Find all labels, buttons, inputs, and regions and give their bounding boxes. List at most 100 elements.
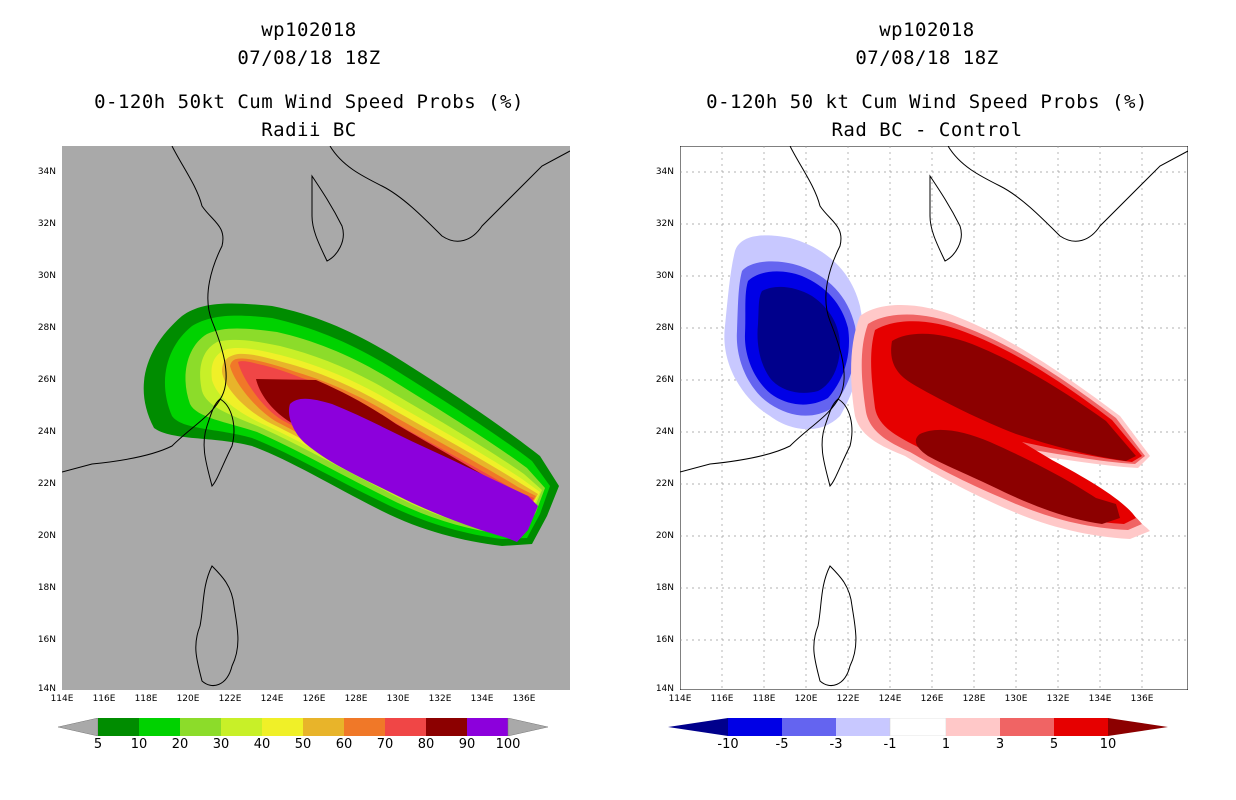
right-title-product: 0-120h 50 kt Cum Wind Speed Probs (%) <box>706 91 1148 113</box>
colorbar-label: 80 <box>417 737 435 752</box>
lon-tick-label: 126E <box>920 694 944 704</box>
colorbar-label: 70 <box>376 737 394 752</box>
lon-tick-label: 116E <box>710 694 734 704</box>
lon-tick-label: 114E <box>50 694 74 704</box>
colorbar-swatch <box>1054 718 1108 736</box>
lon-tick-label: 128E <box>962 694 986 704</box>
lat-tick-label: 26N <box>655 375 674 385</box>
lat-tick-label: 30N <box>655 271 674 281</box>
right-colorbar <box>668 718 1168 736</box>
left-title-subtitle: Radii BC <box>261 119 357 141</box>
colorbar-label: 5 <box>93 737 103 752</box>
left-coastlines <box>62 146 570 686</box>
lon-tick-label: 118E <box>134 694 158 704</box>
lat-tick-label: 22N <box>37 479 56 489</box>
colorbar-swatch <box>467 718 508 736</box>
diff-band-pos10-north <box>891 333 1136 461</box>
lat-tick-label: 28N <box>37 323 56 333</box>
colorbar-label: 60 <box>335 737 353 752</box>
lon-tick-label: 126E <box>302 694 326 704</box>
colorbar-label: 90 <box>458 737 476 752</box>
colorbar-label: 100 <box>495 737 521 752</box>
right-title-subtitle: Rad BC - Control <box>831 119 1023 141</box>
colorbar-swatch <box>728 718 782 736</box>
colorbar-label: 10 <box>1099 737 1117 752</box>
lat-tick-label: 16N <box>37 635 56 645</box>
right-coastlines <box>680 146 1188 686</box>
right-title-datetime: 07/08/18 18Z <box>855 47 999 69</box>
lat-tick-label: 24N <box>37 427 56 437</box>
lat-tick-label: 16N <box>655 635 674 645</box>
lon-tick-label: 132E <box>1046 694 1070 704</box>
colorbar-over-arrow <box>1108 718 1168 736</box>
colorbar-swatch <box>889 718 947 736</box>
colorbar-swatch <box>946 718 1000 736</box>
lat-tick-label: 14N <box>37 684 56 694</box>
lon-tick-label: 124E <box>878 694 902 704</box>
colorbar-label: 1 <box>941 737 951 752</box>
left-panel: wp102018 07/08/18 18Z 0-120h 50kt Cum Wi… <box>38 19 570 752</box>
colorbar-label: -10 <box>717 737 739 752</box>
colorbar-label: -1 <box>883 737 897 752</box>
left-title-datetime: 07/08/18 18Z <box>237 47 381 69</box>
colorbar-label: 10 <box>130 737 148 752</box>
lon-tick-label: 116E <box>92 694 116 704</box>
lon-tick-label: 122E <box>836 694 860 704</box>
lat-tick-label: 20N <box>37 531 56 541</box>
diff-band-pos10-south <box>915 429 1120 524</box>
right-map: 34N 32N 30N 28N 26N 24N 22N 20N 18N 16N … <box>656 146 1188 704</box>
lon-tick-label: 134E <box>1088 694 1112 704</box>
lat-tick-label: 22N <box>655 479 674 489</box>
colorbar-swatch <box>221 718 262 736</box>
lon-tick-label: 134E <box>470 694 494 704</box>
lat-tick-label: 32N <box>37 219 56 229</box>
lat-tick-label: 20N <box>655 531 674 541</box>
colorbar-label: 3 <box>995 737 1005 752</box>
lon-tick-label: 122E <box>218 694 242 704</box>
colorbar-swatch <box>782 718 836 736</box>
colorbar-label: -5 <box>775 737 789 752</box>
colorbar-label: 40 <box>253 737 271 752</box>
lon-tick-label: 120E <box>794 694 818 704</box>
colorbar-swatch <box>1000 718 1054 736</box>
colorbar-label: -3 <box>829 737 843 752</box>
lon-tick-label: 136E <box>512 694 536 704</box>
lon-tick-label: 136E <box>1130 694 1154 704</box>
colorbar-swatch <box>262 718 303 736</box>
colorbar-over-arrow <box>507 718 549 736</box>
lat-tick-label: 24N <box>655 427 674 437</box>
colorbar-swatch <box>98 718 139 736</box>
colorbar-label: 30 <box>212 737 230 752</box>
colorbar-swatch <box>344 718 385 736</box>
lon-tick-label: 130E <box>386 694 410 704</box>
lat-tick-label: 32N <box>655 219 674 229</box>
left-map: 34N 32N 30N 28N 26N 24N 22N 20N 18N 16N … <box>38 146 570 704</box>
lon-tick-label: 132E <box>428 694 452 704</box>
lon-tick-label: 128E <box>344 694 368 704</box>
right-panel: wp102018 07/08/18 18Z 0-120h 50 kt Cum W… <box>618 0 1236 800</box>
lon-tick-label: 130E <box>1004 694 1028 704</box>
left-title-storm-id: wp102018 <box>261 19 357 41</box>
lon-tick-label: 114E <box>668 694 692 704</box>
prob-band-90 <box>288 398 538 542</box>
colorbar-label: 20 <box>171 737 189 752</box>
colorbar-swatch <box>426 718 467 736</box>
lat-tick-label: 30N <box>37 271 56 281</box>
right-map-svg <box>680 146 1188 690</box>
lon-tick-label: 124E <box>260 694 284 704</box>
colorbar-swatch <box>139 718 180 736</box>
colorbar-swatch <box>180 718 221 736</box>
left-map-svg <box>62 146 570 690</box>
lat-tick-label: 26N <box>37 375 56 385</box>
colorbar-swatch <box>303 718 344 736</box>
lat-tick-label: 18N <box>37 583 56 593</box>
lat-tick-label: 18N <box>655 583 674 593</box>
lat-tick-label: 34N <box>37 167 56 177</box>
colorbar-swatch <box>836 718 890 736</box>
colorbar-under-arrow <box>58 718 99 736</box>
left-title-product: 0-120h 50kt Cum Wind Speed Probs (%) <box>94 91 524 113</box>
colorbar-under-arrow <box>668 718 728 736</box>
lat-tick-label: 14N <box>655 684 674 694</box>
lat-tick-label: 28N <box>655 323 674 333</box>
diff-band-neg10 <box>757 286 840 393</box>
